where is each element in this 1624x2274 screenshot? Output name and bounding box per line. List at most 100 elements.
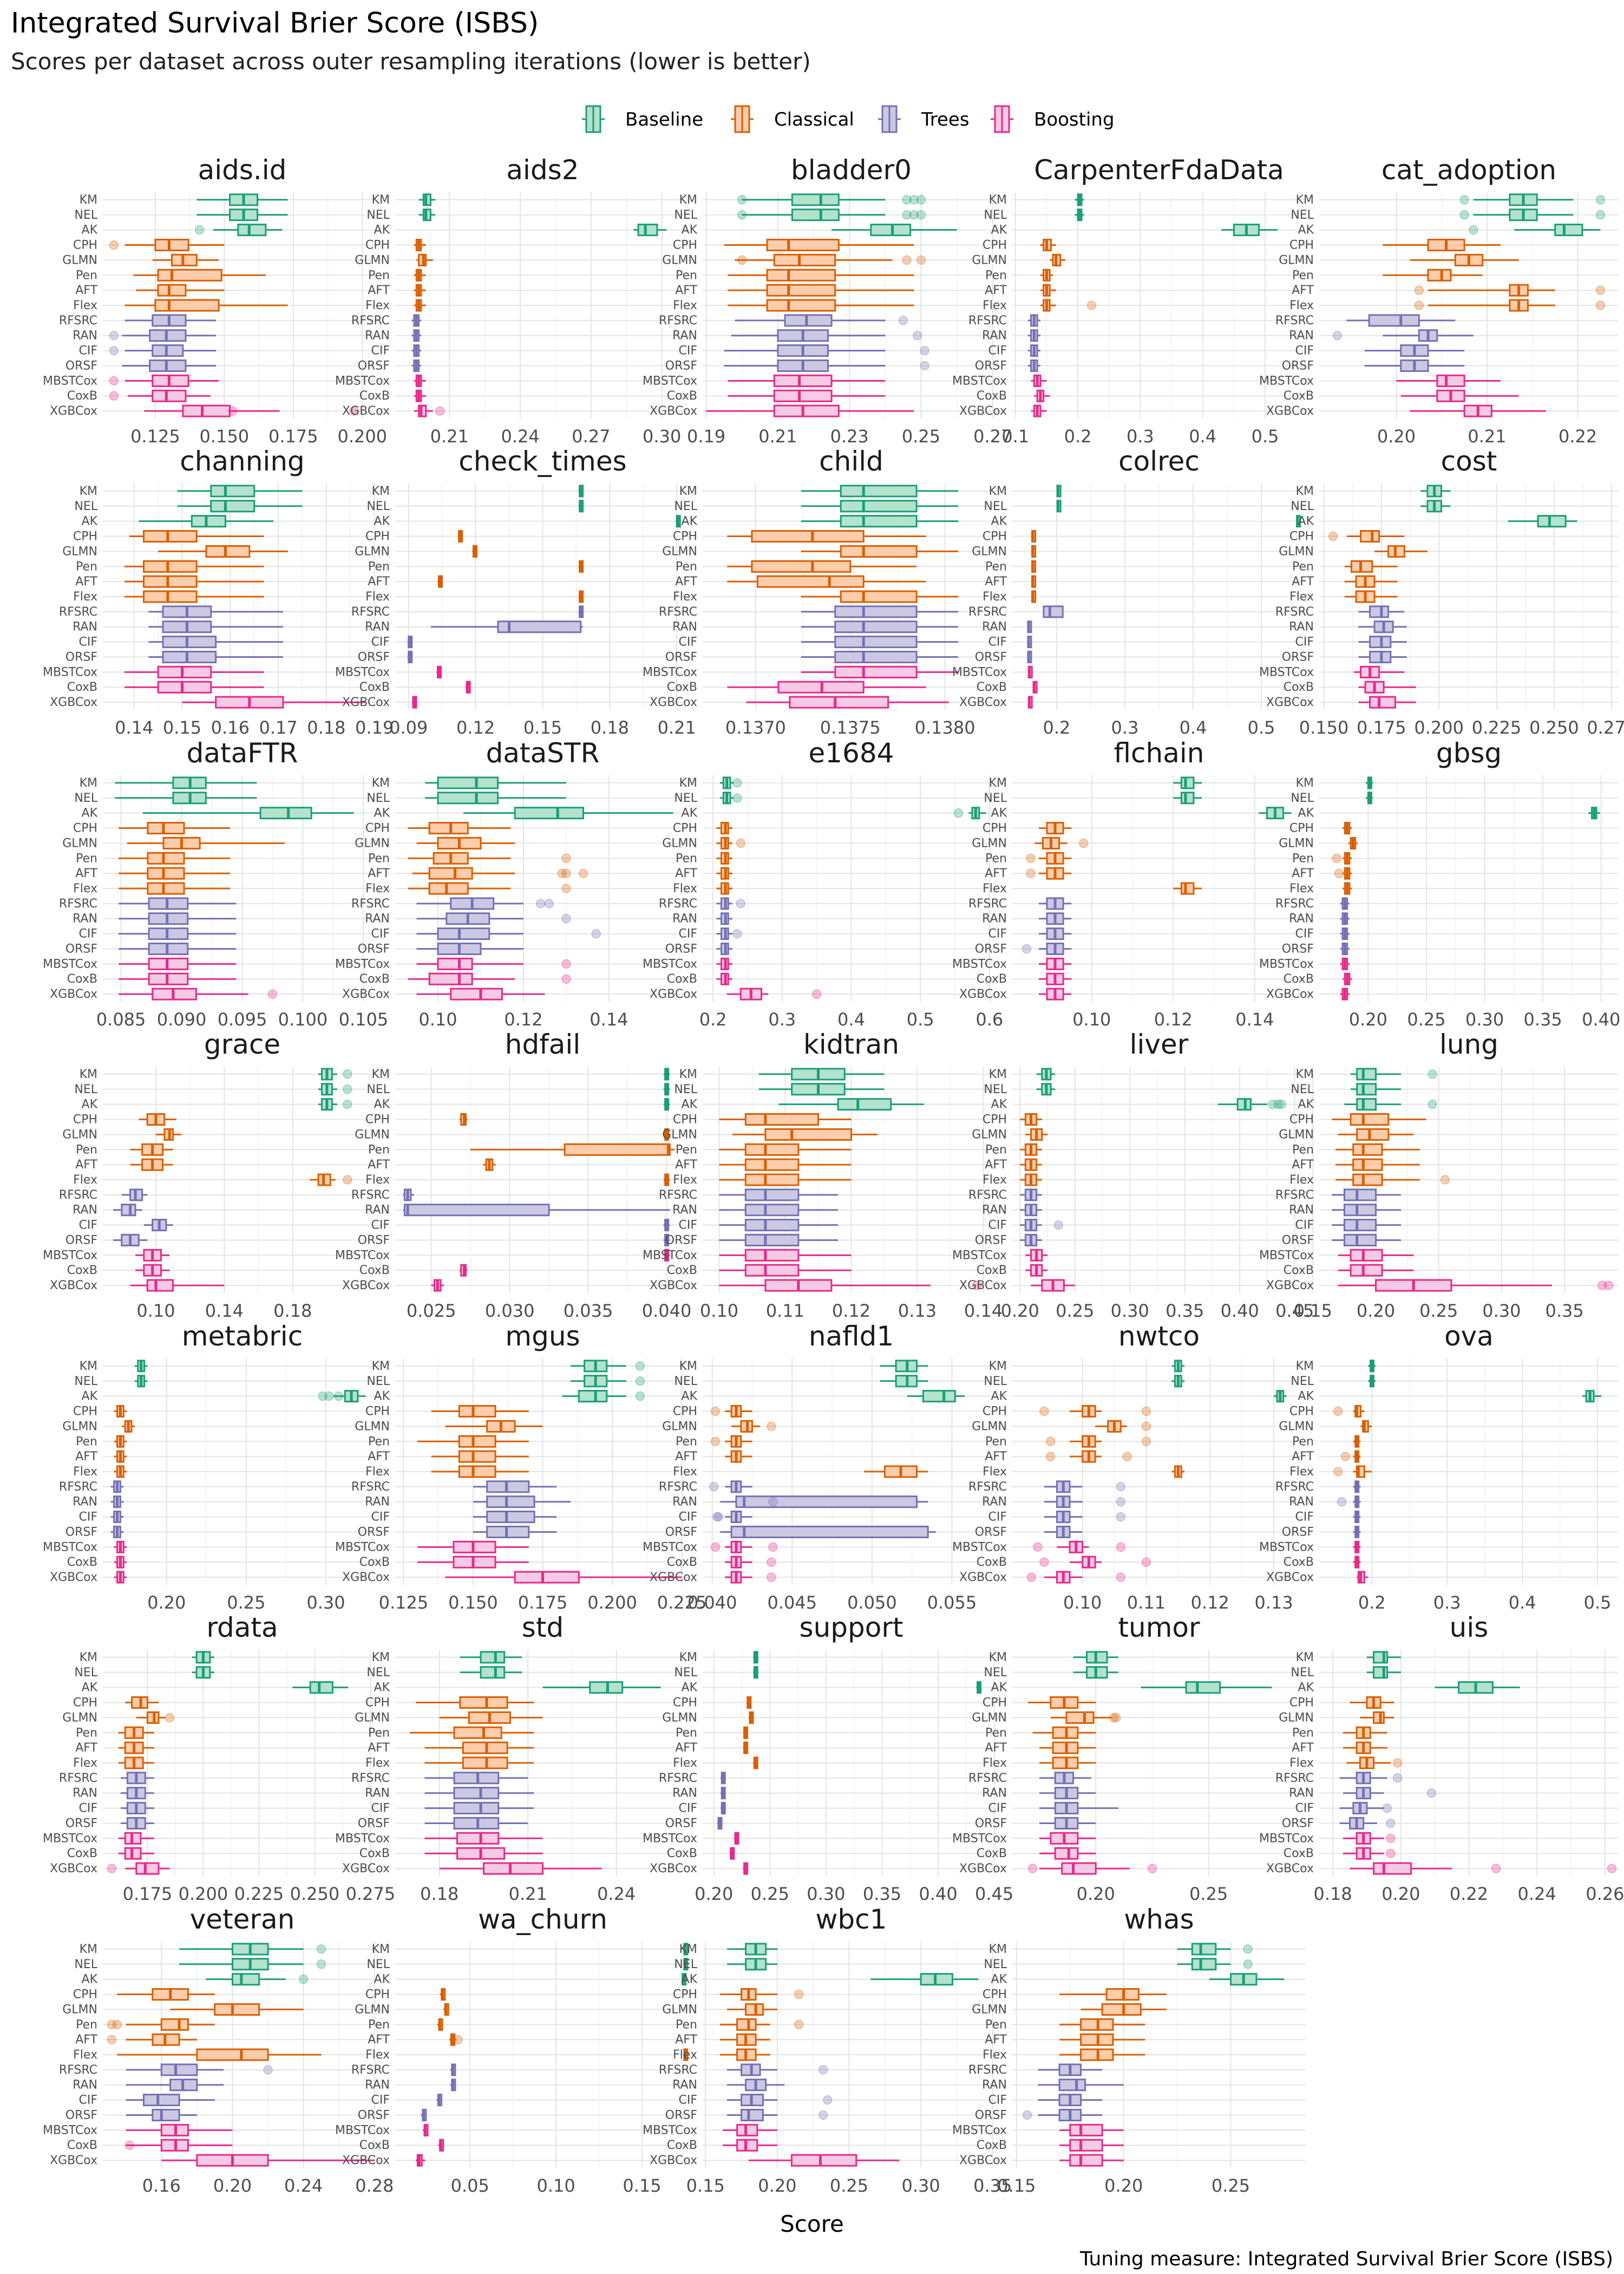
box-iqr <box>458 1450 496 1463</box>
box-iqr <box>1350 1113 1390 1126</box>
outlier-point <box>561 959 571 969</box>
y-tick-label: CIF <box>1295 344 1314 358</box>
box-rfsrc <box>1043 605 1064 618</box>
y-tick-label: ORSF <box>66 359 97 373</box>
box-mbstcox <box>109 374 219 387</box>
y-tick-label: MBSTCox <box>952 665 1007 679</box>
panel-title: tumor <box>1118 1612 1200 1643</box>
box-iqr <box>157 269 222 282</box>
outlier-point <box>435 406 445 416</box>
outlier-point <box>316 1944 326 1954</box>
x-tick-label: 0.21 <box>509 1884 547 1904</box>
box-coxb <box>118 1847 154 1860</box>
outlier-point <box>109 391 119 401</box>
box-xgbcox <box>130 1279 225 1292</box>
y-tick-label: KM <box>372 193 390 207</box>
y-tick-label: MBSTCox <box>43 1249 97 1262</box>
box-aft <box>130 1158 173 1171</box>
box-rfsrc <box>1027 314 1040 327</box>
box-iqr <box>1343 1188 1377 1201</box>
box-pen <box>1020 1143 1042 1156</box>
x-tick-label: 0.20 <box>1104 2175 1143 2196</box>
y-tick-label: CIF <box>988 1219 1007 1232</box>
y-tick-label: AFT <box>75 1741 97 1755</box>
y-tick-label: RFSRC <box>659 1480 697 1494</box>
box-ak <box>831 224 957 237</box>
x-tick-label: 0.15 <box>997 2175 1036 2196</box>
x-tick-label: 0.30 <box>643 426 681 447</box>
y-tick-label: Pen <box>1292 852 1314 865</box>
x-tick-label: 0.150 <box>448 1592 498 1613</box>
box-iqr <box>142 2094 180 2107</box>
box-ran <box>450 2079 456 2092</box>
y-tick-label: MBSTCox <box>952 374 1007 388</box>
outlier-point <box>1268 1099 1278 1109</box>
box-glmn <box>735 253 926 266</box>
panel-title: lung <box>1439 1029 1498 1060</box>
y-tick-label: NEL <box>74 1375 97 1388</box>
y-tick-label: RAN <box>982 1204 1007 1217</box>
outlier-point <box>1109 1713 1119 1723</box>
box-cif <box>721 1802 726 1815</box>
box-nel <box>1036 1083 1056 1096</box>
box-cph <box>724 239 914 252</box>
box-orsf <box>1358 650 1407 663</box>
x-tick-label: 0.35 <box>1524 1009 1562 1030</box>
y-tick-label: XGBCox <box>959 1862 1007 1876</box>
y-tick-label: Pen <box>368 269 390 282</box>
box-mbstcox <box>1059 2123 1124 2136</box>
y-tick-label: ORSF <box>665 1816 697 1830</box>
y-tick-label: GLMN <box>972 837 1007 850</box>
box-flex <box>683 2048 689 2061</box>
x-tick-label: 0.30 <box>306 1592 345 1613</box>
panel-title: veteran <box>190 1904 295 1935</box>
outlier-point <box>112 2020 122 2030</box>
y-tick-label: KM <box>989 485 1007 498</box>
box-iqr <box>1373 1666 1389 1679</box>
y-tick-label: CIF <box>988 1511 1007 1524</box>
y-tick-label: AFT <box>1292 284 1314 297</box>
box-iqr <box>744 1249 800 1262</box>
y-tick-label: Pen <box>676 560 697 573</box>
y-tick-label: GLMN <box>662 1711 697 1724</box>
box-orsf <box>119 942 237 955</box>
x-tick-label: 0.200 <box>338 426 388 447</box>
y-tick-label: NEL <box>674 1083 697 1096</box>
box-rfsrc <box>125 314 217 327</box>
y-tick-label: Flex <box>1289 590 1314 604</box>
y-tick-label: XGBCox <box>1266 1862 1314 1876</box>
box-cif <box>716 927 742 940</box>
legend-item-classical: Classical <box>731 105 854 133</box>
box-ak <box>206 1973 309 1986</box>
outlier-point <box>1595 285 1606 295</box>
box-nel <box>801 500 959 513</box>
y-tick-label: XGBCox <box>50 2154 97 2167</box>
box-ran <box>1038 2079 1124 2092</box>
box-orsf <box>1364 359 1465 372</box>
box-iqr <box>147 822 185 835</box>
y-tick-label: KM <box>989 1360 1007 1373</box>
y-tick-label: RAN <box>73 2079 97 2092</box>
y-tick-label: AFT <box>368 575 390 589</box>
y-tick-label: NEL <box>74 208 97 222</box>
box-cif <box>712 1511 752 1524</box>
box-orsf <box>1021 942 1072 955</box>
y-tick-label: AK <box>682 1973 698 1987</box>
box-cph <box>1343 822 1352 835</box>
box-iqr <box>154 239 189 252</box>
box-iqr <box>736 2139 758 2152</box>
x-tick-label: 0.040 <box>642 1301 692 1321</box>
y-tick-label: CPH <box>1289 822 1314 835</box>
y-tick-label: NEL <box>366 1375 390 1388</box>
box-cif <box>1027 636 1032 649</box>
panel-title: nwtco <box>1118 1321 1200 1352</box>
box-flex <box>118 1756 154 1769</box>
y-tick-label: KM <box>80 1068 97 1081</box>
y-tick-label: ORSF <box>358 1816 390 1830</box>
x-tick-label: 0.20 <box>1381 1884 1420 1904</box>
box-rfsrc <box>1038 2063 1103 2076</box>
